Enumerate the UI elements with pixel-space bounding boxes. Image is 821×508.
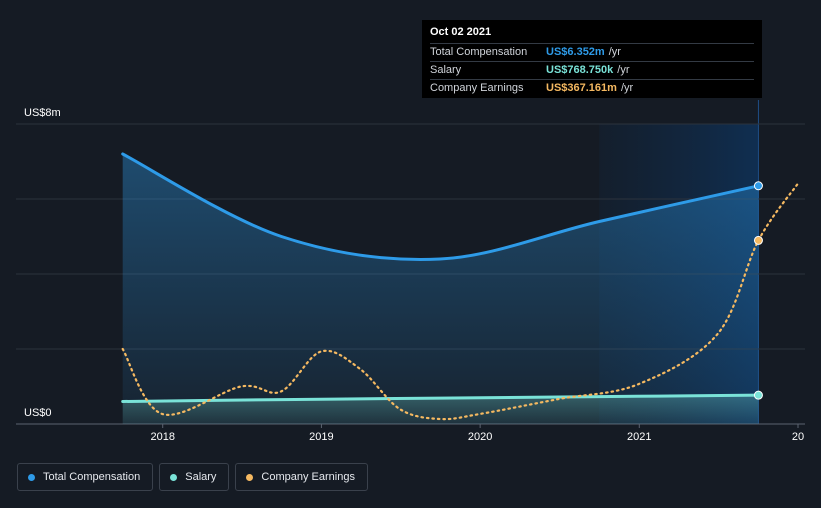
- legend-dot-icon: [170, 473, 178, 481]
- legend-label: Salary: [185, 471, 217, 483]
- tooltip-label: Salary: [430, 64, 462, 76]
- chart-legend: Total Compensation Salary Company Earnin…: [17, 463, 368, 491]
- tooltip-date: Oct 02 2021: [430, 26, 492, 38]
- tooltip-row-salary: Salary US$768.750k /yr: [430, 61, 754, 79]
- salary-area: [122, 395, 759, 424]
- x-tick-label: 20: [792, 431, 804, 443]
- x-tick-label: 2019: [309, 431, 333, 443]
- tooltip-row-total-compensation: Total Compensation US$6.352m /yr: [430, 43, 754, 61]
- hover-tooltip: Oct 02 2021 Total Compensation US$6.352m…: [422, 20, 762, 98]
- legend-dot-icon: [246, 473, 254, 481]
- total-compensation-line: [121, 152, 760, 261]
- tooltip-value: US$6.352m: [546, 46, 605, 58]
- y-tick-label: US$8m: [24, 107, 61, 119]
- tooltip-unit: /yr: [620, 82, 634, 94]
- company-earnings-point: [753, 235, 763, 245]
- tooltip-unit: /yr: [617, 64, 630, 76]
- x-tick-label: 2018: [150, 431, 174, 443]
- tooltip-value: US$768.750k: [546, 64, 614, 76]
- legend-label: Company Earnings: [261, 471, 355, 483]
- legend-item-total-compensation[interactable]: Total Compensation: [17, 463, 154, 491]
- legend-dot-icon: [28, 473, 35, 481]
- company-earnings-line: [121, 182, 799, 421]
- legend-item-salary[interactable]: Salary: [159, 463, 230, 491]
- tooltip-label: Total Compensation: [430, 46, 528, 58]
- legend-label: Total Compensation: [43, 471, 141, 483]
- y-tick-label: US$0: [24, 407, 52, 419]
- tooltip-unit: /yr: [608, 46, 621, 58]
- legend-item-company-earnings[interactable]: Company Earnings: [235, 463, 368, 491]
- tooltip-row-company-earnings: Company Earnings US$367.161m /yr: [430, 79, 754, 97]
- tooltip-label: Company Earnings: [430, 82, 524, 94]
- salary-point: [753, 390, 763, 400]
- salary-line: [121, 393, 760, 403]
- tooltip-value: US$367.161m: [546, 82, 617, 94]
- x-tick-label: 2020: [468, 431, 492, 443]
- x-tick-label: 2021: [627, 431, 651, 443]
- total-compensation-point: [753, 181, 763, 191]
